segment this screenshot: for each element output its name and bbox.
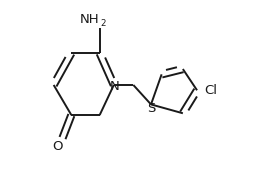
- Text: NH: NH: [80, 13, 100, 26]
- Text: S: S: [147, 102, 155, 115]
- Text: N: N: [110, 80, 120, 93]
- Text: O: O: [52, 140, 62, 153]
- Text: Cl: Cl: [204, 84, 217, 97]
- Text: 2: 2: [101, 19, 106, 27]
